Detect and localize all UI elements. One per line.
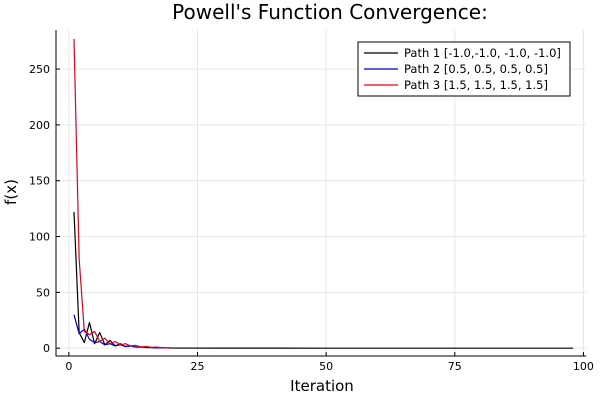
x-tick-label: 50 (319, 360, 333, 373)
legend-label: Path 2 [0.5, 0.5, 0.5, 0.5] (404, 62, 548, 76)
x-tick-label: 100 (573, 360, 594, 373)
series-line-2 (73, 314, 172, 349)
axis-frame (55, 30, 586, 357)
series-line-1 (73, 211, 574, 349)
y-tick-label: 200 (29, 119, 50, 132)
legend-label: Path 1 [-1.0,-1.0, -1.0, -1.0] (404, 46, 561, 60)
y-tick-label: 250 (29, 63, 50, 76)
x-tick-label: 25 (191, 360, 205, 373)
y-tick-label: 100 (29, 231, 50, 244)
x-tick-label: 0 (65, 360, 72, 373)
y-tick-label: 150 (29, 175, 50, 188)
y-axis-label: f(x) (2, 179, 20, 205)
x-axis-label: Iteration (290, 377, 354, 395)
y-tick-label: 50 (36, 286, 50, 299)
x-tick-label: 75 (448, 360, 462, 373)
series-lines (73, 38, 574, 349)
series-line-3 (73, 38, 172, 349)
legend: Path 1 [-1.0,-1.0, -1.0, -1.0] Path 2 [0.… (357, 41, 571, 97)
chart-title: Powell's Function Convergence: (172, 0, 488, 24)
axes: 0 25 50 75 100 0 50 100 150 200 250 (29, 30, 594, 373)
legend-label: Path 3 [1.5, 1.5, 1.5, 1.5] (404, 78, 548, 92)
y-tick-label: 0 (43, 342, 50, 355)
